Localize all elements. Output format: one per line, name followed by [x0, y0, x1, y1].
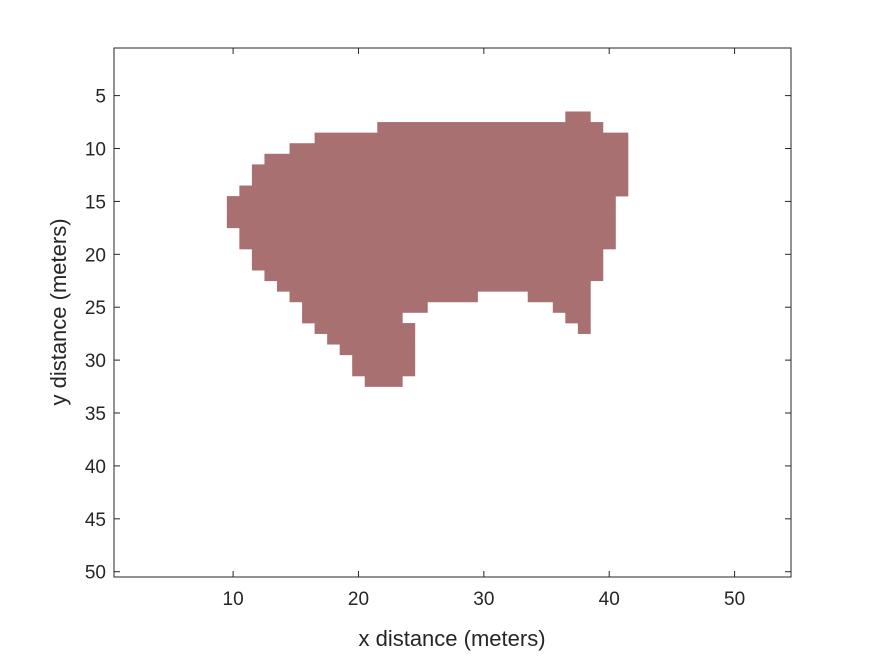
- y-tick-label: 10: [85, 140, 106, 161]
- region-cell-run: [302, 312, 403, 324]
- region-cell-run: [251, 164, 629, 176]
- y-axis-ticks: 5 10 15 20 25 30 35 40 45 50: [85, 87, 791, 584]
- region-cells: [226, 111, 629, 387]
- y-tick-label: 35: [85, 404, 106, 425]
- region-cell-run: [251, 249, 604, 260]
- x-tick-label: 30: [473, 589, 494, 610]
- region-cell-run: [239, 227, 616, 239]
- y-tick-label: 15: [85, 192, 106, 213]
- region-cell-run: [327, 333, 416, 345]
- x-tick-label: 40: [599, 589, 620, 610]
- x-axis-label: x distance (meters): [358, 626, 545, 651]
- region-cell-run: [276, 280, 591, 292]
- region-cell-run: [264, 270, 604, 282]
- region-cell-run: [239, 185, 629, 197]
- y-tick-label: 30: [85, 351, 106, 372]
- x-tick-label: 20: [348, 589, 369, 610]
- region-cell-run: [226, 196, 616, 207]
- region-cell-run: [565, 111, 591, 123]
- y-tick-label: 5: [95, 87, 106, 108]
- y-axis-label: y distance (meters): [46, 218, 71, 405]
- region-cell-run: [565, 312, 591, 324]
- region-cell-run: [302, 301, 428, 313]
- region-cell-run: [339, 344, 416, 356]
- y-tick-label: 40: [85, 457, 106, 478]
- plot-frame: [113, 47, 792, 578]
- x-tick-label: 50: [724, 589, 745, 610]
- region-cell-run: [364, 375, 403, 387]
- region-cell-run: [226, 217, 616, 229]
- region-cell-run: [264, 153, 629, 165]
- region-cell-run: [352, 354, 416, 366]
- region-cell-run: [226, 206, 616, 218]
- region-cell-run: [314, 132, 629, 144]
- region-cell-run: [314, 323, 416, 334]
- region-cell-run: [352, 365, 416, 377]
- y-tick-label: 45: [85, 510, 106, 531]
- y-tick-label: 50: [85, 563, 106, 584]
- region-cell-run: [577, 323, 591, 334]
- region-cell-run: [251, 259, 604, 271]
- region-cell-run: [289, 291, 478, 303]
- y-tick-label: 25: [85, 298, 106, 319]
- x-tick-label: 10: [223, 589, 244, 610]
- x-axis-ticks: 10 20 30 40 50: [223, 48, 745, 610]
- region-cell-run: [527, 291, 591, 303]
- region-cell-run: [289, 143, 629, 155]
- region-cell-run: [239, 238, 616, 250]
- region-cell-run: [377, 122, 604, 133]
- region-cell-run: [552, 301, 591, 313]
- region-cell-run: [251, 174, 629, 186]
- y-tick-label: 20: [85, 245, 106, 266]
